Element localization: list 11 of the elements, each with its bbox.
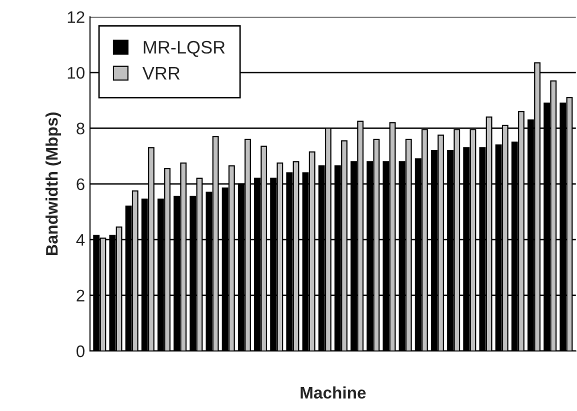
y-axis-title: Bandwidth (Mbps) xyxy=(46,112,62,256)
legend-label: MR-LQSR xyxy=(144,40,225,57)
y-tick-label: 2 xyxy=(76,290,84,302)
legend-label: VRR xyxy=(142,67,180,80)
y-tick-label: 6 xyxy=(76,178,84,190)
y-tick-label: 10 xyxy=(68,66,84,79)
x-axis-title: Machine xyxy=(300,386,366,399)
y-tick-label: 8 xyxy=(76,122,84,134)
y-tick-label: 0 xyxy=(76,345,84,358)
y-tick-label: 12 xyxy=(68,11,84,23)
y-tick-label: 4 xyxy=(76,234,85,246)
